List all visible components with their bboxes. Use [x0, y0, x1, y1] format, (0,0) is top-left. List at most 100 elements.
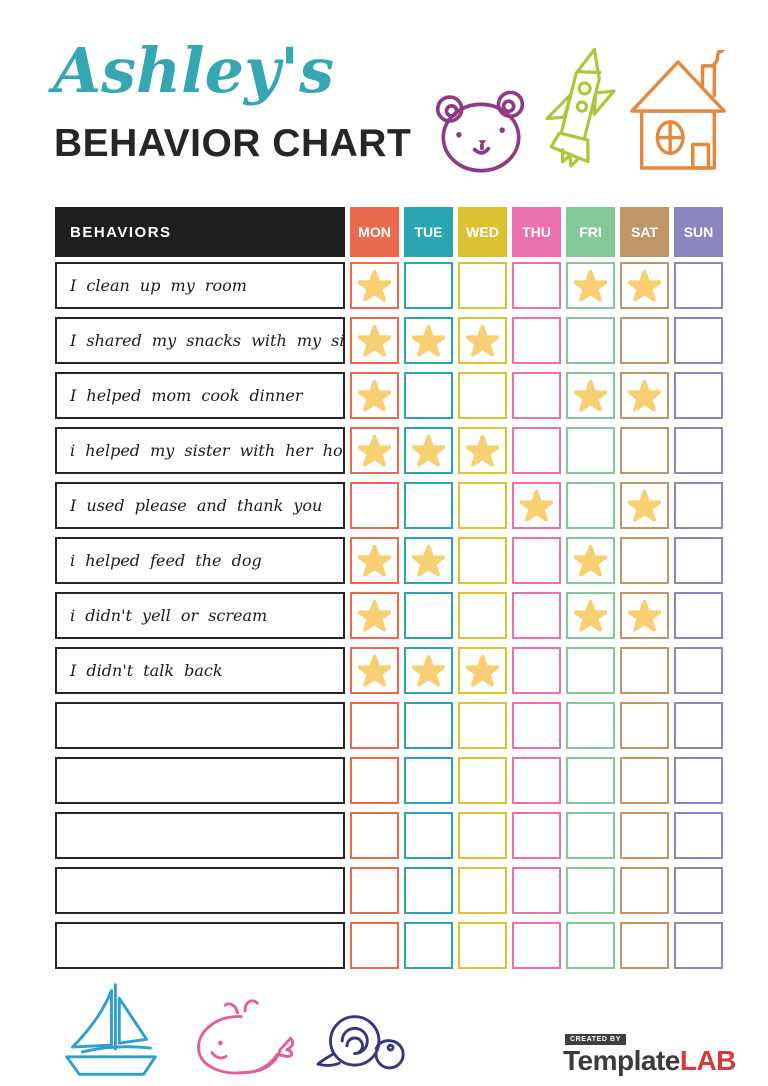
day-cell-sun[interactable]	[674, 537, 723, 584]
behavior-row: i helped my sister with her homework	[55, 427, 723, 474]
day-cell-mon[interactable]	[350, 482, 399, 529]
behavior-label: I helped mom cook dinner	[55, 372, 345, 419]
day-cell-mon[interactable]	[350, 372, 399, 419]
day-cell-tue[interactable]	[404, 427, 453, 474]
day-cell-thu[interactable]	[512, 537, 561, 584]
day-cell-thu[interactable]	[512, 427, 561, 474]
day-cell-fri[interactable]	[566, 262, 615, 309]
day-cell-sun[interactable]	[674, 867, 723, 914]
day-cell-sun[interactable]	[674, 482, 723, 529]
day-cell-fri[interactable]	[566, 647, 615, 694]
day-cell-tue[interactable]	[404, 372, 453, 419]
day-cell-sat[interactable]	[620, 702, 669, 749]
day-cell-sun[interactable]	[674, 592, 723, 639]
day-cell-tue[interactable]	[404, 867, 453, 914]
day-cell-sat[interactable]	[620, 647, 669, 694]
day-cell-fri[interactable]	[566, 427, 615, 474]
day-cell-fri[interactable]	[566, 812, 615, 859]
day-cell-fri[interactable]	[566, 317, 615, 364]
day-cell-fri[interactable]	[566, 372, 615, 419]
day-cell-fri[interactable]	[566, 702, 615, 749]
table-body: I clean up my room I shared my snacks wit…	[55, 262, 723, 977]
day-cell-mon[interactable]	[350, 317, 399, 364]
day-cell-mon[interactable]	[350, 427, 399, 474]
day-cell-tue[interactable]	[404, 702, 453, 749]
day-cell-sat[interactable]	[620, 867, 669, 914]
day-cell-mon[interactable]	[350, 262, 399, 309]
star-icon	[358, 599, 391, 632]
day-cell-tue[interactable]	[404, 317, 453, 364]
day-cell-sun[interactable]	[674, 262, 723, 309]
day-cell-fri[interactable]	[566, 592, 615, 639]
day-cell-thu[interactable]	[512, 702, 561, 749]
day-cell-sat[interactable]	[620, 317, 669, 364]
day-cell-wed[interactable]	[458, 482, 507, 529]
day-cell-tue[interactable]	[404, 922, 453, 969]
day-cell-sat[interactable]	[620, 592, 669, 639]
day-cell-tue[interactable]	[404, 647, 453, 694]
day-cell-wed[interactable]	[458, 317, 507, 364]
day-cell-thu[interactable]	[512, 812, 561, 859]
day-cell-thu[interactable]	[512, 757, 561, 804]
day-cell-tue[interactable]	[404, 537, 453, 584]
day-cell-thu[interactable]	[512, 647, 561, 694]
day-cell-fri[interactable]	[566, 757, 615, 804]
day-cell-sat[interactable]	[620, 537, 669, 584]
day-cell-thu[interactable]	[512, 482, 561, 529]
day-cell-mon[interactable]	[350, 867, 399, 914]
day-cell-sat[interactable]	[620, 922, 669, 969]
day-cell-sun[interactable]	[674, 922, 723, 969]
day-cell-sat[interactable]	[620, 262, 669, 309]
day-cell-wed[interactable]	[458, 922, 507, 969]
day-cell-tue[interactable]	[404, 592, 453, 639]
day-cell-mon[interactable]	[350, 702, 399, 749]
day-cell-sun[interactable]	[674, 757, 723, 804]
day-cell-mon[interactable]	[350, 812, 399, 859]
day-cell-sun[interactable]	[674, 372, 723, 419]
day-cell-thu[interactable]	[512, 867, 561, 914]
day-cell-wed[interactable]	[458, 812, 507, 859]
day-cell-wed[interactable]	[458, 647, 507, 694]
day-cell-sat[interactable]	[620, 482, 669, 529]
day-cell-mon[interactable]	[350, 647, 399, 694]
day-cell-sun[interactable]	[674, 647, 723, 694]
day-cell-tue[interactable]	[404, 482, 453, 529]
behavior-label: i helped feed the dog	[55, 537, 345, 584]
day-cell-wed[interactable]	[458, 867, 507, 914]
day-cell-sat[interactable]	[620, 812, 669, 859]
day-cell-fri[interactable]	[566, 867, 615, 914]
day-cell-tue[interactable]	[404, 262, 453, 309]
day-cell-sun[interactable]	[674, 812, 723, 859]
day-cell-mon[interactable]	[350, 537, 399, 584]
day-cell-thu[interactable]	[512, 922, 561, 969]
behavior-row: I helped mom cook dinner	[55, 372, 723, 419]
day-cell-thu[interactable]	[512, 262, 561, 309]
day-cell-thu[interactable]	[512, 317, 561, 364]
day-cell-wed[interactable]	[458, 702, 507, 749]
day-cell-fri[interactable]	[566, 482, 615, 529]
star-icon	[520, 489, 553, 522]
day-cell-sat[interactable]	[620, 757, 669, 804]
day-cell-fri[interactable]	[566, 537, 615, 584]
brand-accent: LAB	[679, 1045, 737, 1076]
day-cell-wed[interactable]	[458, 537, 507, 584]
day-cell-tue[interactable]	[404, 757, 453, 804]
day-cell-wed[interactable]	[458, 262, 507, 309]
day-cell-tue[interactable]	[404, 812, 453, 859]
day-cell-thu[interactable]	[512, 372, 561, 419]
day-cell-fri[interactable]	[566, 922, 615, 969]
star-icon	[358, 544, 391, 577]
day-cell-mon[interactable]	[350, 922, 399, 969]
day-cell-mon[interactable]	[350, 757, 399, 804]
day-cell-wed[interactable]	[458, 592, 507, 639]
day-cell-sat[interactable]	[620, 427, 669, 474]
day-cell-sun[interactable]	[674, 427, 723, 474]
day-cell-wed[interactable]	[458, 427, 507, 474]
day-cell-sun[interactable]	[674, 702, 723, 749]
day-cell-sun[interactable]	[674, 317, 723, 364]
day-cell-wed[interactable]	[458, 372, 507, 419]
day-cell-wed[interactable]	[458, 757, 507, 804]
day-cell-sat[interactable]	[620, 372, 669, 419]
day-cell-mon[interactable]	[350, 592, 399, 639]
day-cell-thu[interactable]	[512, 592, 561, 639]
